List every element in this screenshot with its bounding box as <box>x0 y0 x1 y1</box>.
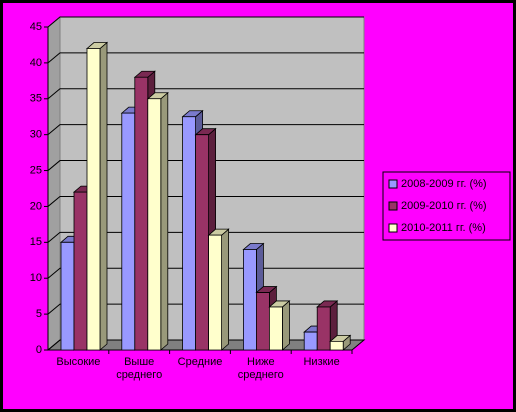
legend-swatch <box>388 201 398 211</box>
bar-front <box>316 306 331 351</box>
bar-front <box>242 249 257 351</box>
bar <box>268 300 291 351</box>
bar <box>146 91 169 351</box>
bar-front <box>303 331 318 351</box>
bar-front <box>134 76 149 351</box>
grid-line <box>47 16 364 28</box>
y-tick-label: 40 <box>30 57 42 69</box>
legend-label: 2008-2009 гг. (%) <box>401 178 487 190</box>
bar-front <box>60 241 75 351</box>
grid-line <box>47 88 364 100</box>
bar-side <box>160 91 169 351</box>
side-wall <box>47 15 61 352</box>
bar <box>85 41 109 351</box>
bar-front <box>268 306 283 351</box>
legend-swatch <box>388 223 398 233</box>
bar-front <box>182 116 197 351</box>
x-tick-label: Низкие <box>303 356 340 368</box>
bar-front <box>195 134 210 351</box>
bar-side <box>99 41 108 351</box>
bar-front <box>208 234 223 351</box>
bar-side <box>221 228 230 351</box>
legend-box <box>382 171 511 241</box>
y-tick-label: 20 <box>30 200 42 212</box>
legend-label: 2010-2011 гг. (%) <box>401 222 486 234</box>
bar-front <box>121 112 136 351</box>
y-tick-label: 45 <box>30 21 42 33</box>
x-tick-label: Выше среднего <box>116 356 163 381</box>
y-tick-label: 25 <box>30 164 42 176</box>
y-tick-label: 0 <box>36 344 42 356</box>
x-tick-label: Ниже среднего <box>237 356 284 381</box>
grid-line <box>47 124 364 136</box>
y-tick-label: 15 <box>30 236 42 248</box>
bar-side <box>281 300 290 351</box>
bar-front <box>86 48 101 351</box>
grid-line <box>47 231 364 243</box>
legend-swatch <box>388 179 398 189</box>
grid-line <box>47 195 364 207</box>
x-tick-label: Высокие <box>56 356 101 368</box>
y-tick-label: 5 <box>36 308 42 320</box>
bar-front <box>329 340 344 351</box>
y-tick-label: 30 <box>30 129 42 141</box>
grid-line <box>47 52 364 64</box>
grid-line <box>47 160 364 171</box>
y-tick-label: 35 <box>30 93 42 105</box>
bar-front <box>255 292 270 351</box>
bar-front <box>147 98 162 351</box>
x-tick-label: Средние <box>177 356 223 368</box>
bar <box>329 334 352 351</box>
bar <box>207 228 230 351</box>
bar-front <box>73 191 88 351</box>
y-tick-label: 10 <box>30 272 42 284</box>
legend-label: 2009-2010 гг. (%) <box>401 200 487 212</box>
